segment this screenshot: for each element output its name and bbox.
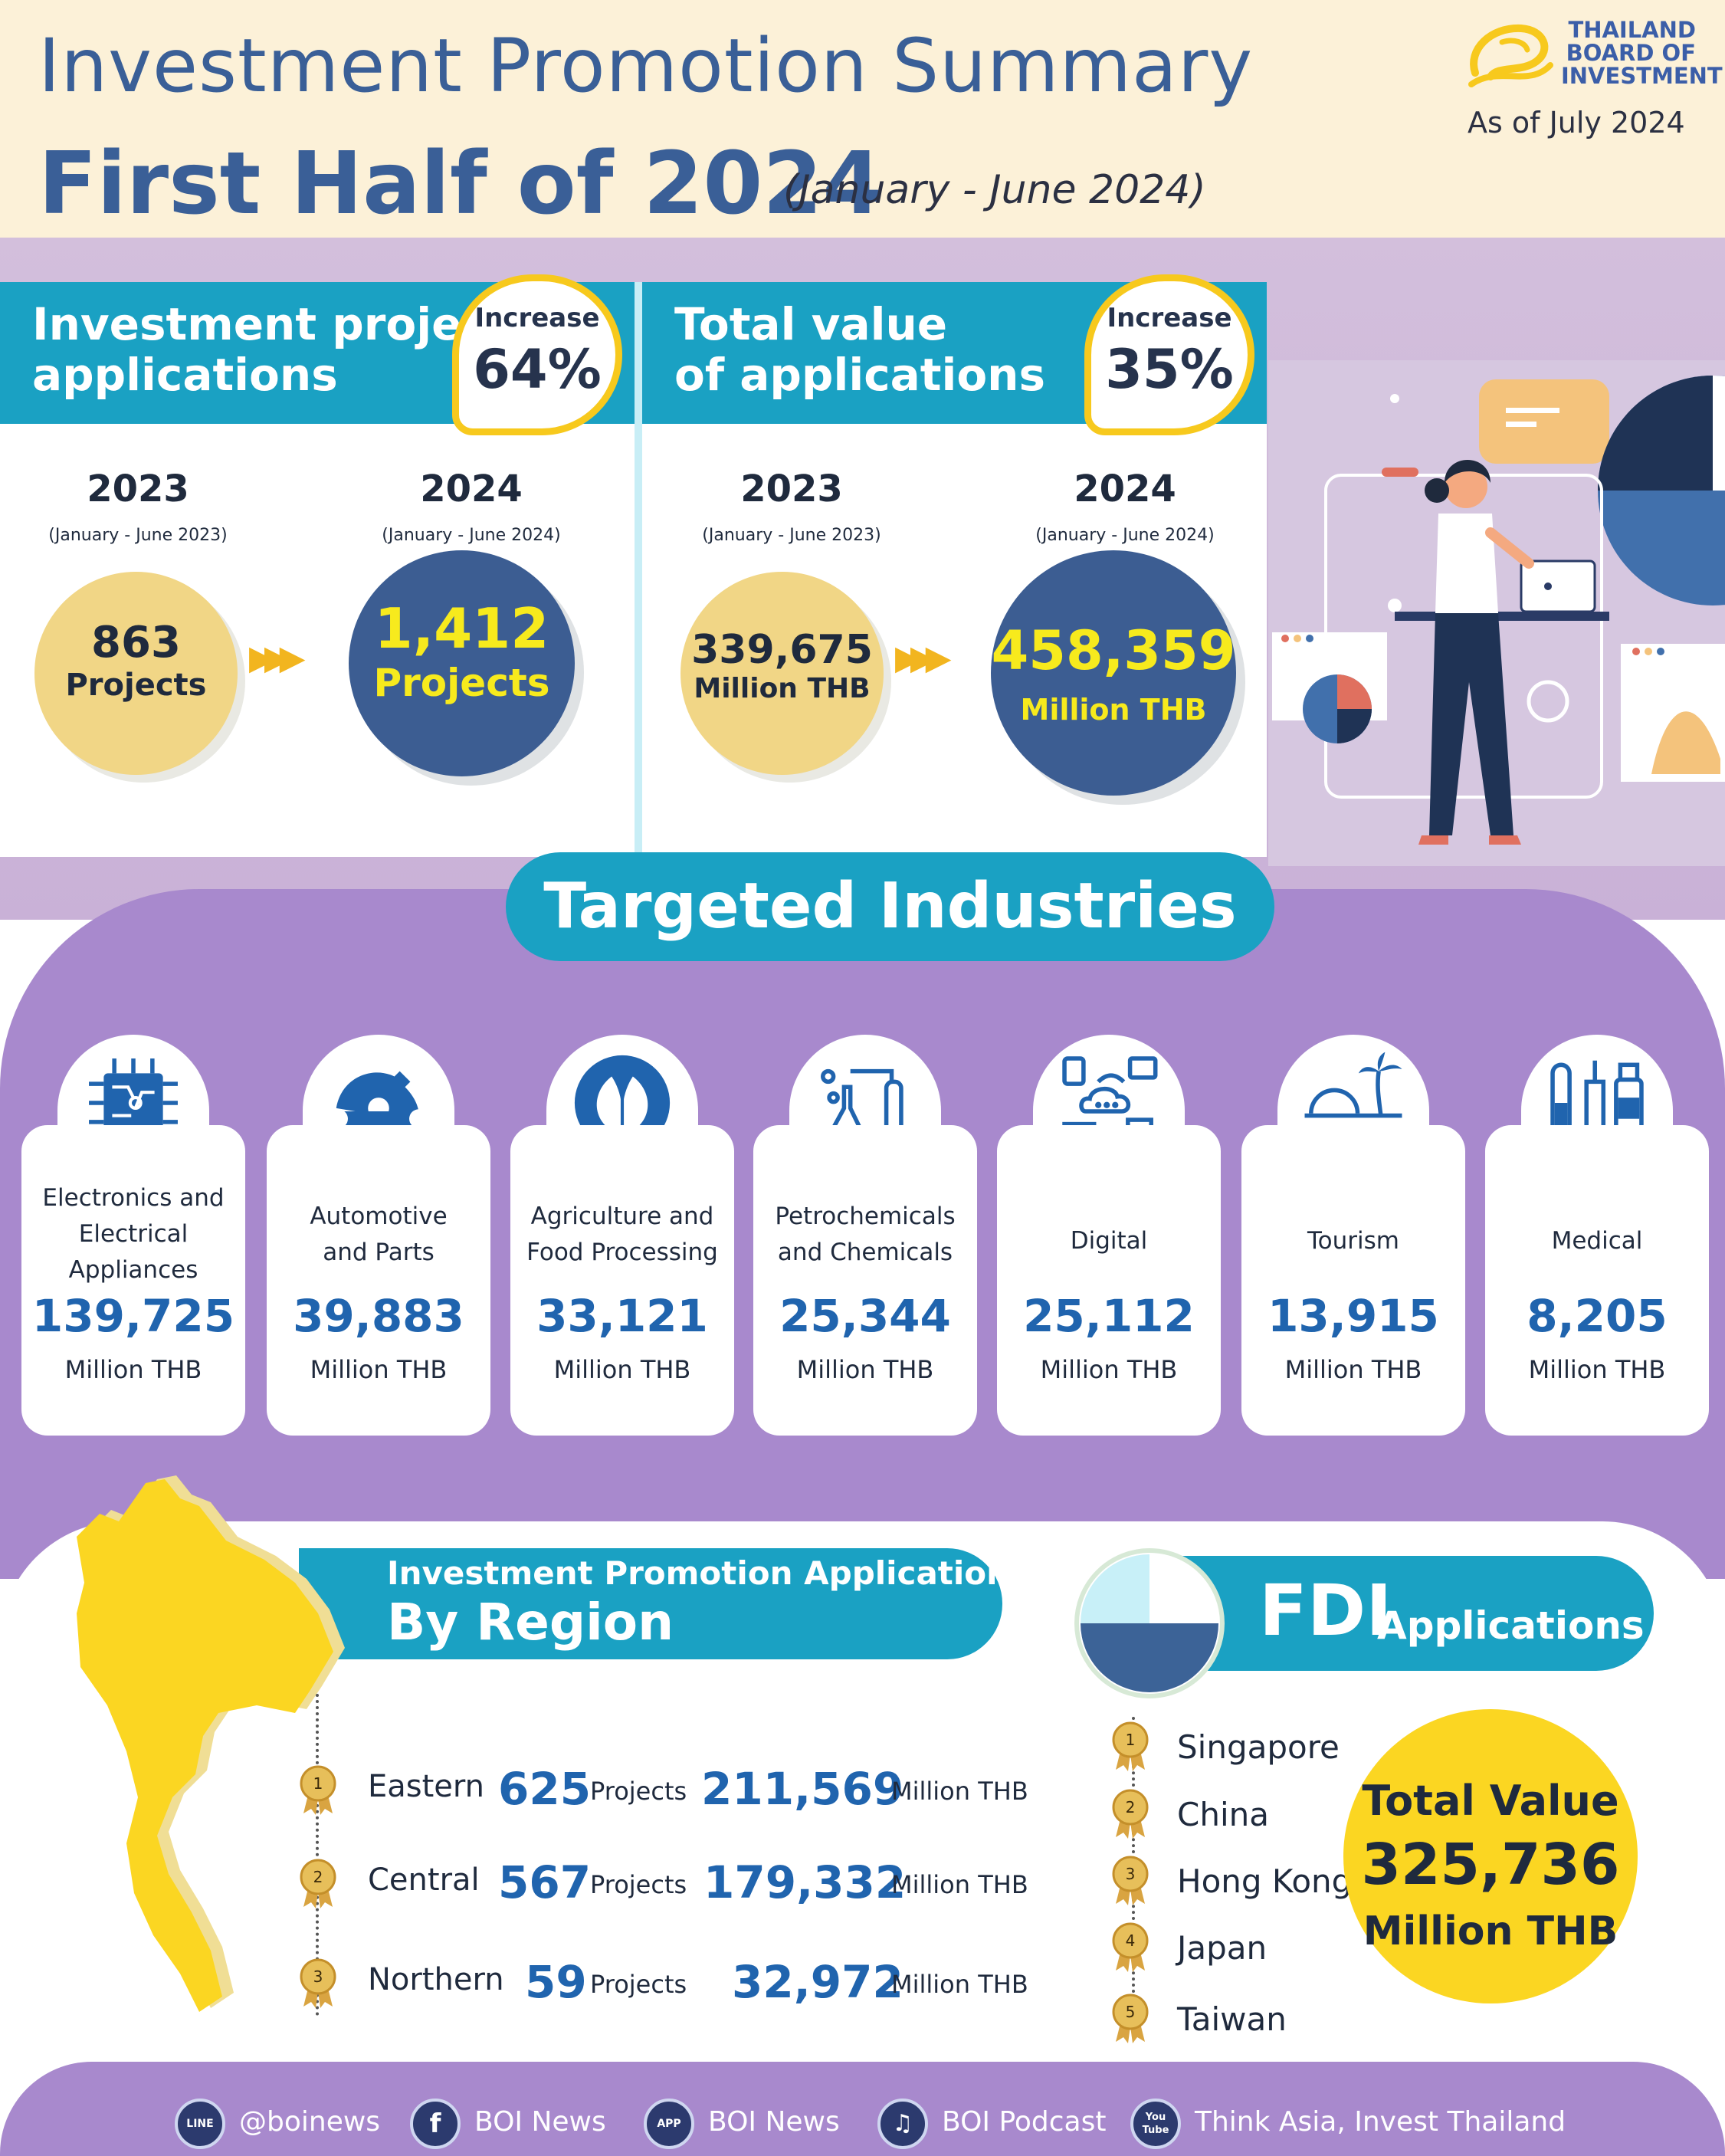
as-of-date: As of July 2024 [1468, 106, 1685, 139]
value-2024-circle: 458,359 Million THB [991, 550, 1236, 796]
targeted-industries-header: Targeted Industries [506, 852, 1274, 961]
projects-2024-circle: 1,412 Projects [349, 550, 575, 776]
industry-card-electronics: Electronics and Electrical Appliances 13… [21, 1125, 245, 1436]
header-band [0, 0, 1725, 238]
fdi-total-circle: Total Value 325,736 Million THB [1343, 1709, 1638, 2003]
year-2024: 2024 [1074, 468, 1176, 510]
analyst-illustration [1268, 360, 1725, 866]
growth-arrows-icon: ▶▶▶ [895, 638, 951, 678]
industry-card-medical: Medical 8,205 Million THB [1485, 1125, 1709, 1436]
svg-text:4: 4 [1126, 1931, 1136, 1950]
range-2023: (January - June 2023) [702, 526, 881, 545]
industry-card-tourism: Tourism 13,915 Million THB [1241, 1125, 1465, 1436]
fdi-country-taiwan: 5 Taiwan [1111, 1993, 1418, 2043]
fdi-total-unit: Million THB [1363, 1908, 1618, 1954]
svg-text:3: 3 [1126, 1865, 1136, 1883]
fdi-country-singapore: 1 Singapore [1111, 1721, 1418, 1771]
industry-card-petrochemicals: Petrochemicals and Chemicals 25,344 Mill… [753, 1125, 977, 1436]
panel-header: Investment project applications Increase… [0, 274, 635, 435]
region-row-northern: 3 Northern 59 Projects 32,972 Million TH… [295, 1956, 1028, 2017]
social-link-facebook[interactable]: f BOI News [410, 2099, 609, 2149]
region-subtitle: By Region [387, 1593, 674, 1652]
industry-card-agriculture: Agriculture and Food Processing 33,121 M… [510, 1125, 734, 1436]
panel-title: Investment project applications [32, 298, 510, 401]
fdi-country-hong-kong: 3 Hong Kong [1111, 1855, 1418, 1905]
thailand-map-icon [77, 1475, 345, 2012]
boi-logo-text: THAILAND BOARD OF INVESTMENT [1561, 17, 1723, 89]
value-2023-circle: 339,675 Million THB [680, 572, 884, 775]
medal-icon: 2 [1112, 1789, 1149, 1839]
medal-icon: 3 [300, 1958, 336, 2008]
svg-text:2: 2 [313, 1868, 323, 1886]
projects-2023-circle: 863 Projects [34, 572, 238, 775]
range-2023: (January - June 2023) [48, 526, 228, 545]
medal-icon: 2 [300, 1859, 336, 1908]
panel-header: Total value of applications Increase 35% [642, 274, 1267, 435]
section-title: Targeted Industries [543, 870, 1237, 943]
svg-text:1: 1 [1126, 1731, 1136, 1749]
project-applications-panel: Investment project applications Increase… [0, 274, 635, 857]
region-row-central: 2 Central 567 Projects 179,332 Million T… [295, 1856, 1028, 1918]
page-title: Investment Promotion Summary [38, 23, 1254, 109]
panel-title: Total value of applications [674, 298, 1045, 401]
fdi-country-japan: 4 Japan [1111, 1921, 1418, 1972]
range-2024: (January - June 2024) [1035, 526, 1215, 545]
medal-icon: 3 [1112, 1856, 1149, 1905]
fdi-subtitle: Applications [1377, 1603, 1645, 1648]
social-link-line[interactable]: LINE @boinews [175, 2099, 380, 2149]
page-subtitle: First Half of 2024 [38, 134, 883, 234]
region-row-eastern: 1 Eastern 625 Projects 211,569 Million T… [295, 1763, 1028, 1824]
svg-text:3: 3 [313, 1967, 323, 1986]
fdi-title: FDI [1259, 1570, 1392, 1652]
medal-icon: 5 [1112, 1994, 1149, 2043]
region-connector [316, 1694, 319, 2016]
year-2024: 2024 [420, 468, 523, 510]
growth-arrows-icon: ▶▶▶ [249, 638, 305, 678]
fdi-country-china: 2 China [1111, 1788, 1418, 1839]
gear-wrench-icon [329, 1071, 428, 1129]
footer [0, 2062, 1725, 2156]
region-header [299, 1548, 1002, 1659]
year-2023: 2023 [87, 468, 189, 510]
social-link-podcast[interactable]: ♫ BOI Podcast [877, 2099, 1107, 2149]
medal-icon: 4 [1112, 1922, 1149, 1972]
boi-swirl-icon [1468, 24, 1553, 87]
fdi-total-label: Total Value [1362, 1777, 1619, 1825]
medal-icon: 1 [1112, 1721, 1149, 1771]
svg-text:1: 1 [313, 1774, 323, 1793]
svg-text:2: 2 [1126, 1798, 1136, 1816]
medal-icon: 1 [300, 1765, 336, 1815]
range-2024: (January - June 2024) [382, 526, 561, 545]
boi-logo: THAILAND BOARD OF INVESTMENT [1460, 15, 1723, 103]
podcast-icon: ♫ [877, 2099, 928, 2149]
fdi-total-value: 325,736 [1361, 1832, 1620, 1898]
youtube-icon: You Tube [1130, 2099, 1181, 2149]
facebook-icon: f [410, 2099, 461, 2149]
increase-badge: Increase 64% [452, 274, 622, 435]
industry-card-digital: Digital 25,112 Million THB [997, 1125, 1221, 1436]
increase-badge: Increase 35% [1084, 274, 1254, 435]
period-label: (January - June 2024) [783, 167, 1206, 213]
industry-card-automotive: Automotive and Parts 39,883 Million THB [267, 1125, 490, 1436]
total-value-panel: Total value of applications Increase 35%… [642, 274, 1267, 857]
line-icon: LINE [175, 2099, 225, 2149]
year-2023: 2023 [740, 468, 843, 510]
app-icon: APP [644, 2099, 694, 2149]
svg-text:5: 5 [1126, 2003, 1136, 2021]
social-link-youtube[interactable]: You Tube Think Asia, Invest Thailand [1130, 2099, 1566, 2149]
region-title: Investment Promotion Applications [387, 1554, 1029, 1592]
panel-divider [635, 282, 642, 857]
social-link-app[interactable]: APP BOI News [644, 2099, 843, 2149]
fdi-pie-icon [1074, 1548, 1225, 1698]
